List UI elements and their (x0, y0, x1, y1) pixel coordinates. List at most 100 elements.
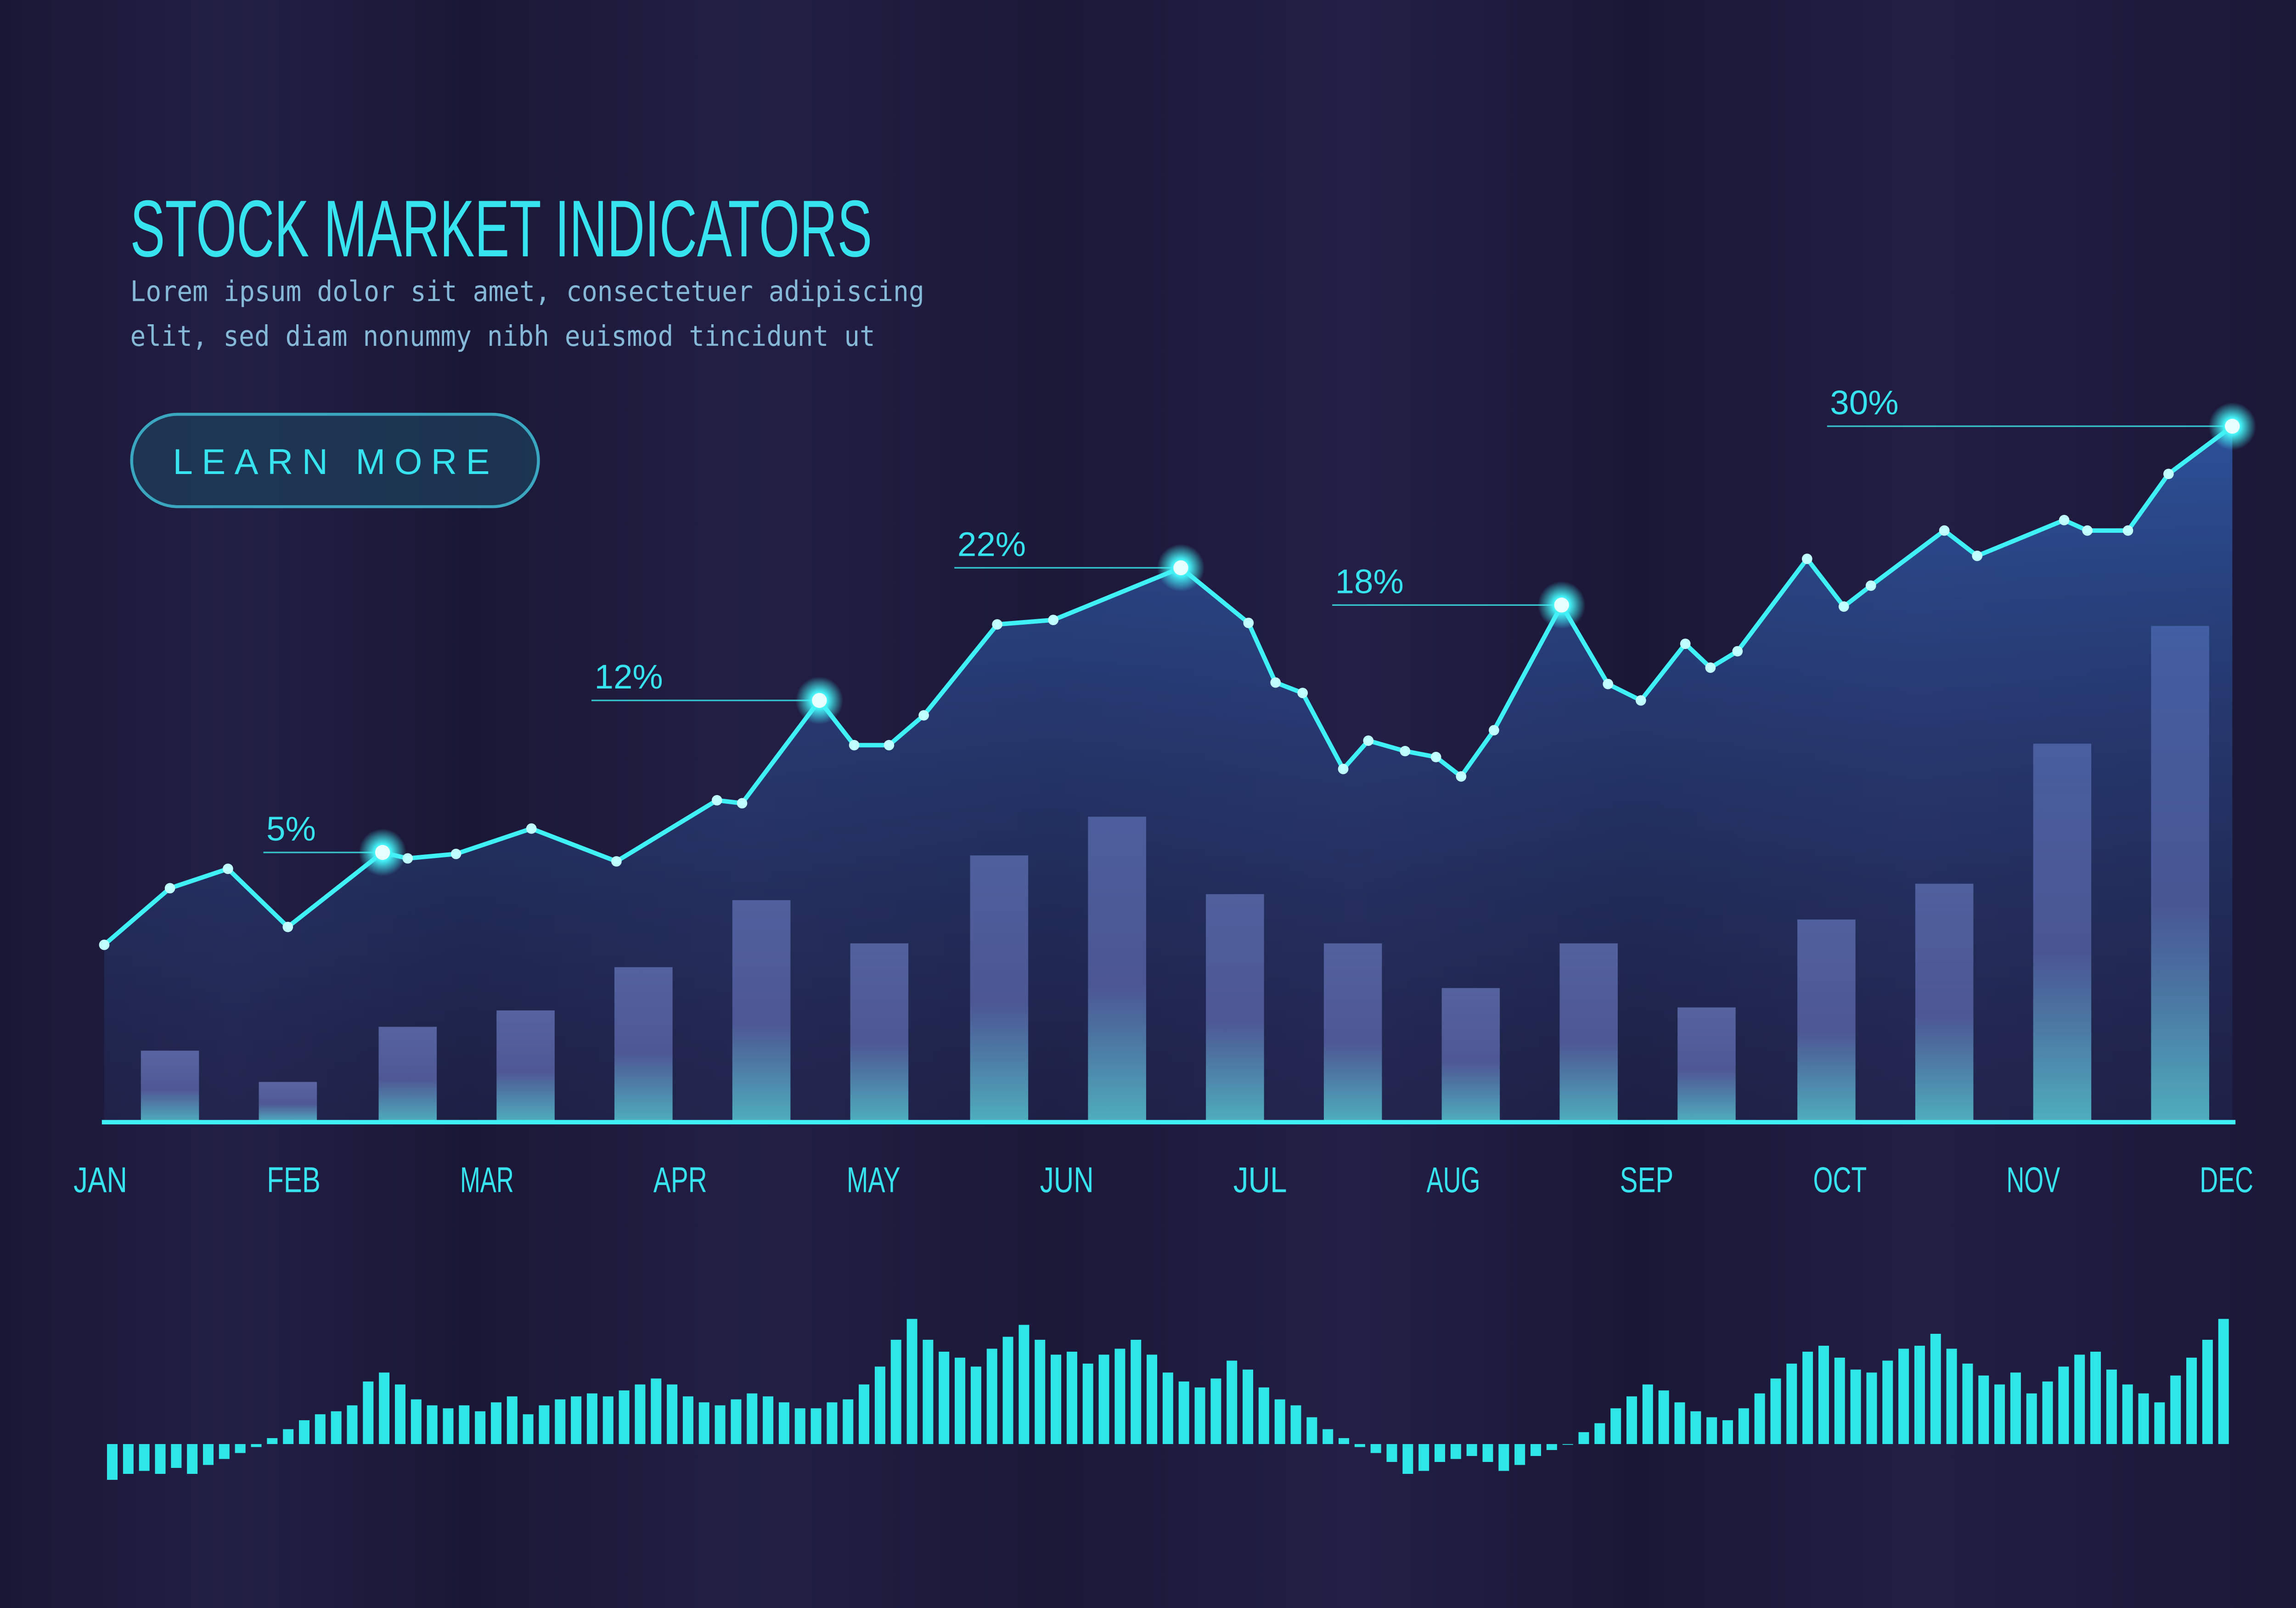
oscillator-bar (523, 1414, 534, 1444)
x-tick-label: AUG (1427, 1160, 1480, 1200)
oscillator-bar (1530, 1444, 1541, 1456)
oscillator-bar (394, 1384, 405, 1444)
x-tick-label: NOV (2006, 1160, 2060, 1200)
learn-more-button[interactable]: LEARN MORE (130, 412, 540, 508)
x-tick-label: JAN (73, 1160, 127, 1200)
oscillator-bar (539, 1405, 550, 1444)
oscillator-bar (1914, 1345, 1925, 1444)
oscillator-bar (1962, 1363, 1973, 1444)
oscillator-bar (586, 1393, 597, 1444)
line-point (918, 710, 929, 721)
oscillator-bar (843, 1399, 854, 1444)
oscillator-bar (203, 1444, 214, 1465)
oscillator-bar (571, 1396, 582, 1444)
oscillator-bar (2058, 1366, 2069, 1444)
line-point (992, 619, 1003, 630)
oscillator-bar (1786, 1363, 1797, 1444)
oscillator-bar (1946, 1348, 1957, 1444)
oscillator-bar (667, 1384, 678, 1444)
line-point (1297, 688, 1308, 699)
oscillator-bar (1850, 1369, 1861, 1444)
oscillator-bar (698, 1402, 709, 1444)
oscillator-bar (123, 1444, 134, 1474)
line-point (1801, 553, 1812, 564)
oscillator-bar (1306, 1417, 1317, 1444)
annotation-label: 22% (957, 525, 1026, 563)
line-point (282, 921, 293, 932)
oscillator-bar (619, 1390, 630, 1444)
x-tick-label: DEC (2200, 1160, 2253, 1200)
x-tick-label: SEP (1620, 1160, 1674, 1200)
line-point (164, 883, 175, 894)
oscillator-bar (299, 1420, 310, 1444)
subtitle-line: Lorem ipsum dolor sit amet, consectetuer… (130, 275, 924, 308)
oscillator-bar (2042, 1381, 2053, 1444)
line-point (1338, 763, 1349, 774)
oscillator-bar (1466, 1444, 1477, 1456)
oscillator-bar (1690, 1411, 1701, 1444)
oscillator-bar (1019, 1325, 1030, 1444)
oscillator-bar (2090, 1351, 2101, 1444)
oscillator-bar (955, 1357, 966, 1444)
oscillator-bar (1866, 1372, 1877, 1444)
oscillator-bar (315, 1414, 326, 1444)
oscillator-bar (363, 1381, 374, 1444)
oscillator-bar (1450, 1444, 1461, 1459)
oscillator-bar (1051, 1354, 1062, 1444)
title: STOCK MARKET INDICATORS (130, 184, 872, 274)
oscillator-bar (490, 1402, 501, 1444)
oscillator-bar (459, 1405, 470, 1444)
oscillator-bar (1339, 1438, 1350, 1444)
oscillator-bar (1994, 1384, 2005, 1444)
oscillator-bar (1610, 1408, 1621, 1444)
oscillator-bar (1322, 1429, 1334, 1444)
line-point (711, 795, 722, 806)
oscillator-bar (251, 1444, 262, 1447)
line-point (2163, 468, 2174, 480)
oscillator-bar (2202, 1339, 2213, 1444)
oscillator-bar (219, 1444, 230, 1459)
oscillator-bar (1114, 1348, 1125, 1444)
line-point (1972, 550, 1983, 561)
oscillator-bar (874, 1366, 885, 1444)
oscillator-bar (1546, 1444, 1557, 1450)
line-point (1603, 678, 1614, 689)
oscillator-bar (923, 1339, 934, 1444)
oscillator-bar (1274, 1399, 1285, 1444)
oscillator-bar (1210, 1378, 1221, 1444)
oscillator-bar (2154, 1402, 2165, 1444)
oscillator-bar (139, 1444, 150, 1471)
oscillator-bar (1978, 1375, 1989, 1444)
oscillator-bar (411, 1399, 422, 1444)
line-point (1939, 525, 1950, 536)
line-point (1400, 745, 1411, 756)
oscillator-bar (283, 1429, 294, 1444)
oscillator-bar (1594, 1423, 1605, 1444)
oscillator-bar (1802, 1351, 1813, 1444)
line-point (1635, 695, 1646, 706)
oscillator-bar (1482, 1444, 1493, 1462)
oscillator-bar (635, 1384, 646, 1444)
line-point (1732, 646, 1743, 657)
oscillator-bar (1642, 1384, 1653, 1444)
oscillator-bar (427, 1405, 438, 1444)
oscillator-bar (235, 1444, 246, 1453)
oscillator-bar (475, 1411, 486, 1444)
oscillator-bar (810, 1408, 822, 1444)
oscillator-bar (794, 1408, 805, 1444)
oscillator-bar (1514, 1444, 1525, 1465)
oscillator-bar (1066, 1351, 1077, 1444)
oscillator-bar (970, 1366, 981, 1444)
line-point (1456, 771, 1467, 782)
oscillator-bar (890, 1339, 901, 1444)
line-point (611, 856, 622, 867)
oscillator-bar (1930, 1333, 1941, 1444)
oscillator-bar (1402, 1444, 1413, 1474)
line-point (1243, 617, 1254, 628)
button-shape[interactable] (130, 412, 540, 508)
plot: JAN FEB MAR APR MAY JUN JUL AUG SEP OCT NOV DEC 5% 12… (73, 383, 2257, 1480)
oscillator-bar (1370, 1444, 1381, 1453)
button-label[interactable]: LEARN MORE (173, 442, 499, 482)
annotation-node (2225, 418, 2240, 434)
line-point (2082, 525, 2093, 536)
